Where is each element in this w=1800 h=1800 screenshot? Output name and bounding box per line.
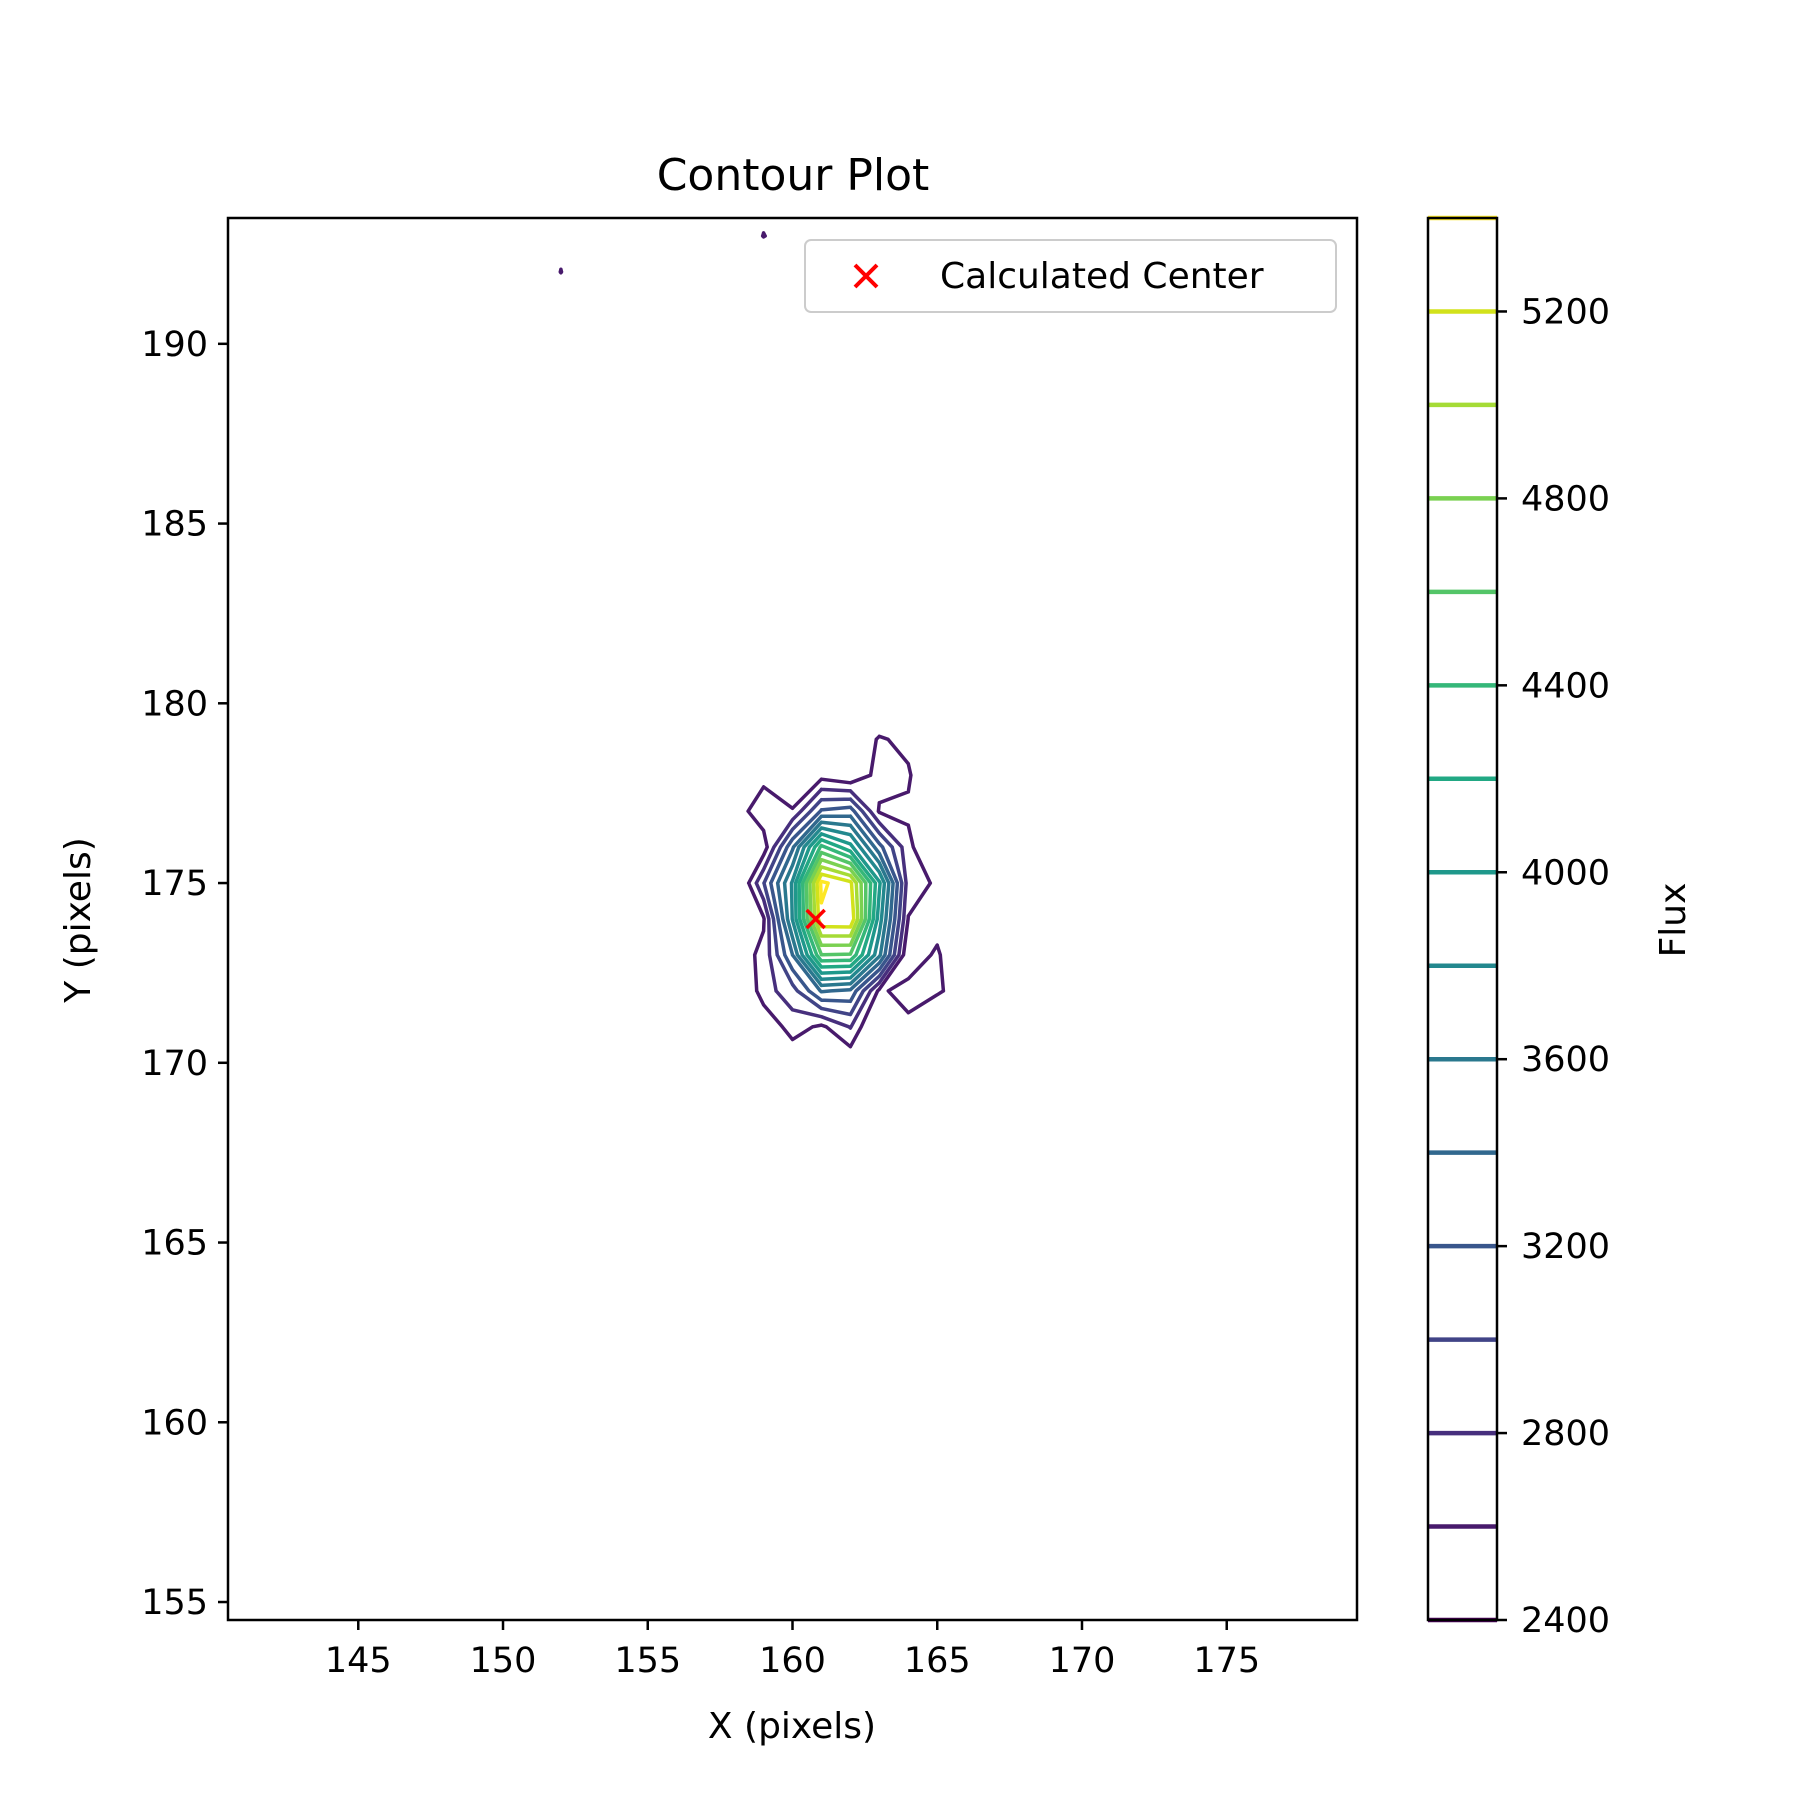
- y-tick-label: 160: [141, 1403, 208, 1443]
- legend-x-marker-icon: [853, 263, 879, 289]
- calculated-center-marker: [805, 908, 826, 930]
- y-axis-ticks: 155 160 165 170 175 180 185 190: [141, 325, 228, 1623]
- contour-level-4000: [793, 832, 882, 975]
- contour-level-2800: [754, 787, 908, 1030]
- chart-title: Contour Plot: [657, 150, 930, 201]
- colorbar-tick-label: 2800: [1521, 1414, 1610, 1454]
- x-tick-label: 175: [1193, 1641, 1260, 1681]
- contour-level-3000: [762, 797, 904, 1017]
- colorbar-tick-label: 4800: [1521, 479, 1610, 519]
- legend: Calculated Center: [804, 239, 1337, 313]
- x-axis-label: X (pixels): [708, 1706, 876, 1747]
- y-tick-label: 165: [141, 1224, 208, 1264]
- legend-label: Calculated Center: [940, 256, 1264, 297]
- x-axis-ticks: 145 150 155 160 165 170 175: [325, 1620, 1260, 1681]
- x-tick-label: 160: [759, 1641, 826, 1681]
- colorbar-tick-label: 4000: [1521, 853, 1610, 893]
- x-tick-label: 170: [1049, 1641, 1116, 1681]
- y-tick-label: 180: [141, 684, 208, 724]
- colorbar-tick-label: 2400: [1521, 1601, 1610, 1641]
- contour-level-5400: [818, 879, 830, 905]
- contour-level-2600: [558, 231, 946, 1049]
- colorbar-tick-label: 5200: [1521, 292, 1610, 332]
- y-tick-label: 185: [141, 505, 208, 545]
- center-x-marker: [805, 908, 826, 930]
- y-tick-label: 170: [141, 1044, 208, 1084]
- x-tick-label: 150: [470, 1641, 537, 1681]
- y-tick-label: 190: [141, 325, 208, 365]
- colorbar: 2400 2800 3200 3600 4000 4400 4800 5200 Flux: [1426, 215, 1694, 1641]
- contour-level-3800: [789, 826, 887, 982]
- colorbar-ticks: 2400 2800 3200 3600 4000 4400 4800 5200: [1497, 292, 1610, 1641]
- contour-lines: [558, 231, 946, 1049]
- contour-level-3200: [769, 805, 900, 1004]
- contour-level-4800: [808, 857, 864, 948]
- legend-box: [804, 239, 1337, 313]
- x-tick-label: 165: [904, 1641, 971, 1681]
- colorbar-label: Flux: [1653, 883, 1694, 958]
- colorbar-tick-label: 3200: [1521, 1227, 1610, 1267]
- contour-level-4200: [797, 837, 878, 969]
- y-tick-label: 155: [141, 1583, 208, 1623]
- contour-level-4400: [800, 843, 873, 963]
- legend-x-marker: [853, 263, 879, 289]
- contour-level-3400: [775, 814, 895, 994]
- x-tick-label: 155: [614, 1641, 681, 1681]
- colorbar-body: [1428, 218, 1497, 1620]
- colorbar-tick-label: 3600: [1521, 1040, 1610, 1080]
- x-tick-label: 145: [325, 1641, 392, 1681]
- contour-level-3600: [782, 820, 891, 988]
- colorbar-tick-label: 4400: [1521, 666, 1610, 706]
- contour-level-5000: [811, 865, 860, 938]
- colorbar-frame: [1426, 216, 1499, 1622]
- y-axis-label: Y (pixels): [58, 837, 99, 1003]
- y-tick-label: 175: [141, 864, 208, 904]
- contour-level-4600: [804, 850, 868, 957]
